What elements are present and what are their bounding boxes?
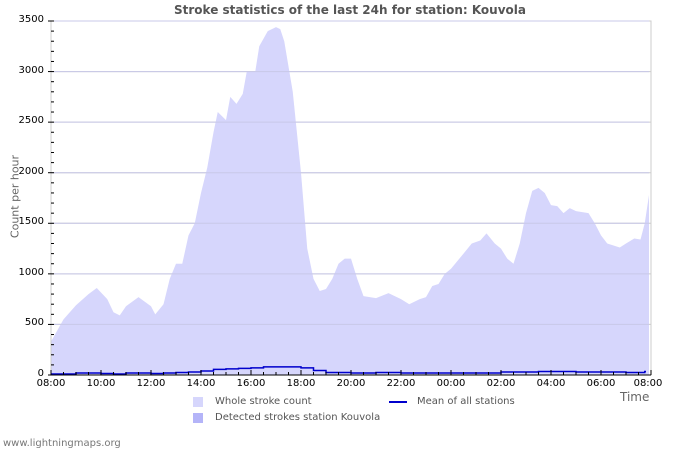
legend-item-detected: Detected strokes station Kouvola bbox=[193, 412, 380, 423]
legend-label-mean: Mean of all stations bbox=[417, 396, 515, 407]
x-tick-label: 18:00 bbox=[286, 378, 316, 389]
legend-label-detected: Detected strokes station Kouvola bbox=[215, 412, 381, 423]
footer-credit: www.lightningmaps.org bbox=[3, 438, 121, 449]
legend-item-mean: Mean of all stations bbox=[389, 396, 515, 407]
y-tick-label: 3000 bbox=[18, 64, 44, 76]
x-tick-label: 10:00 bbox=[86, 378, 116, 389]
y-tick-label: 1000 bbox=[18, 266, 44, 278]
y-tick-label: 3500 bbox=[18, 14, 44, 25]
x-tick-label: 06:00 bbox=[586, 378, 616, 389]
x-tick-label: 14:00 bbox=[186, 378, 216, 389]
whole-stroke-area bbox=[51, 27, 649, 375]
x-tick-label: 08:00 bbox=[36, 378, 66, 389]
legend-swatch-detected bbox=[193, 412, 203, 423]
legend-line-mean bbox=[389, 400, 407, 403]
legend-swatch-whole bbox=[193, 396, 203, 407]
x-tick-label: 22:00 bbox=[386, 378, 416, 389]
y-tick-label: 2500 bbox=[18, 115, 44, 127]
x-tick-label: 02:00 bbox=[486, 378, 516, 389]
x-tick-label: 08:00 bbox=[633, 378, 663, 389]
y-tick-label: 2000 bbox=[18, 165, 44, 177]
x-tick-label: 16:00 bbox=[236, 378, 266, 389]
legend-label-whole: Whole stroke count bbox=[215, 396, 312, 407]
x-tick-label: 12:00 bbox=[136, 378, 166, 389]
x-tick-label: 00:00 bbox=[436, 378, 466, 389]
x-tick-label: 20:00 bbox=[336, 378, 366, 389]
y-tick-label: 500 bbox=[24, 317, 44, 329]
legend-item-whole: Whole stroke count bbox=[193, 396, 312, 407]
y-tick-label: 0 bbox=[37, 368, 44, 379]
x-tick-label: 04:00 bbox=[536, 378, 566, 389]
y-tick-label: 1500 bbox=[18, 216, 44, 228]
x-axis-label: Time bbox=[620, 390, 650, 404]
chart-title: Stroke statistics of the last 24h for st… bbox=[174, 3, 526, 17]
